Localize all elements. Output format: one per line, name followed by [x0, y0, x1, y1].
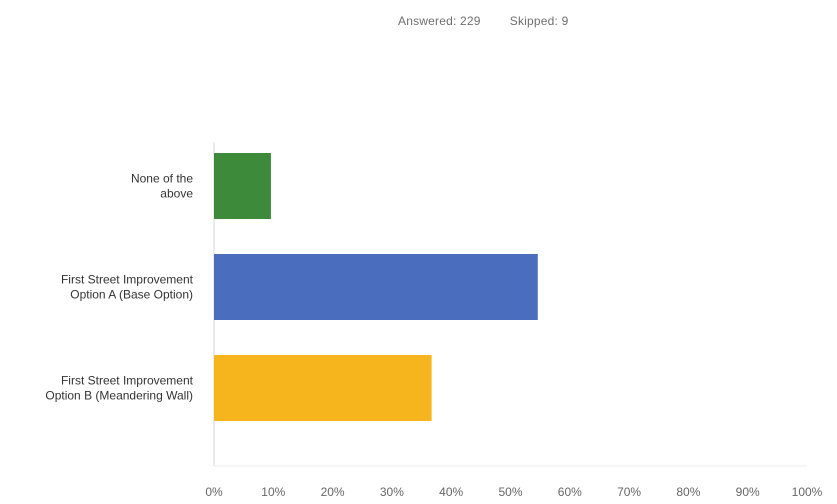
x-tick-label: 90% [736, 485, 760, 499]
category-label-line: Option A (Base Option) [70, 288, 193, 302]
x-tick-label: 40% [439, 485, 463, 499]
bar-1 [214, 153, 271, 219]
skipped-label: Skipped: [509, 14, 559, 28]
x-tick-label: 50% [498, 485, 522, 499]
response-summary: Answered: 229 Skipped: 9 [398, 14, 569, 28]
x-tick-label: 0% [205, 485, 223, 499]
bar-3 [214, 355, 432, 421]
answered-label: Answered: [398, 14, 457, 28]
x-tick-label: 30% [380, 485, 404, 499]
category-label-line: First Street Improvement [61, 273, 194, 287]
category-label-line: None of the [131, 172, 193, 186]
category-label-line: First Street Improvement [61, 374, 194, 388]
skipped-count: 9 [561, 14, 569, 28]
x-tick-label: 70% [617, 485, 641, 499]
category-label-line: Option B (Meandering Wall) [45, 389, 193, 403]
x-tick-label: 10% [261, 485, 285, 499]
category-label-2: First Street Improvement Option A (Base O… [61, 273, 194, 302]
category-label-3: First Street Improvement Option B (Meande… [45, 374, 193, 403]
x-tick-label: 100% [792, 485, 823, 499]
category-label-1: None of the above [131, 172, 193, 201]
plot-area: None of the above First Street Improvement… [45, 142, 823, 499]
answered-count: 229 [460, 14, 481, 28]
category-label-line: above [160, 187, 193, 201]
x-tick-label: 20% [321, 485, 345, 499]
bar-2 [214, 254, 538, 320]
x-tick-label: 80% [676, 485, 700, 499]
x-tick-label: 60% [558, 485, 582, 499]
